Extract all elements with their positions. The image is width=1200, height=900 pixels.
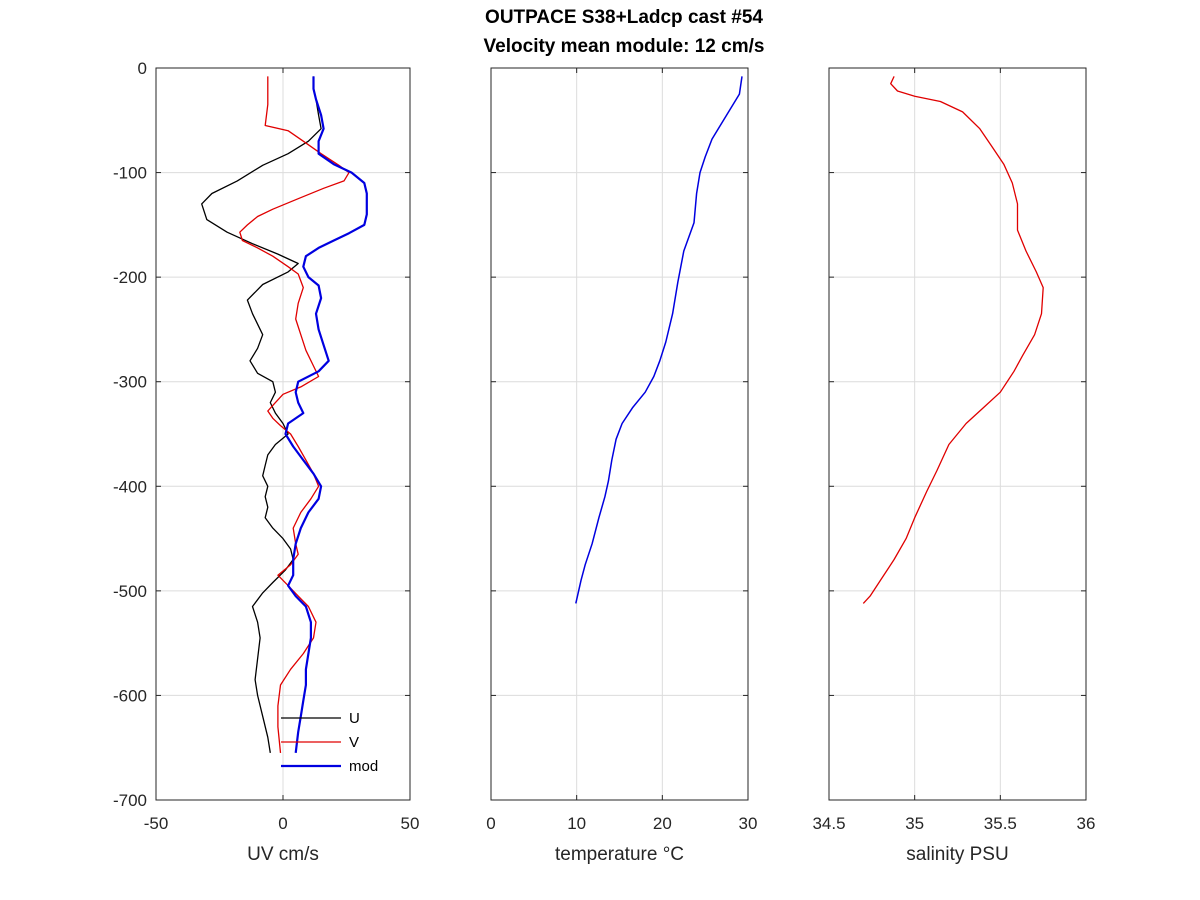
legend-label-u: U — [349, 710, 360, 727]
uv-y-tick-label-4: -400 — [113, 477, 147, 496]
uv-x-tick-label-0: -50 — [144, 814, 169, 833]
uv-y-tick-label-5: -500 — [113, 582, 147, 601]
uv-series-mod-line — [284, 76, 368, 754]
figure-title-line1: OUTPACE S38+Ladcp cast #54 — [485, 7, 763, 28]
temp-axes-box — [490, 67, 749, 801]
salinity-panel: 34.5 35 35.5 36 salinity PSU — [812, 67, 1096, 865]
temp-x-tick-label-0: 0 — [486, 814, 495, 833]
uv-x-tick-label-2: 50 — [401, 814, 420, 833]
temp-x-tick-label-1: 10 — [567, 814, 586, 833]
temp-x-tick-label-2: 20 — [653, 814, 672, 833]
uv-series-u-line — [201, 76, 322, 754]
sal-x-axis-label: salinity PSU — [906, 844, 1008, 865]
uv-y-tick-label-1: -100 — [113, 164, 147, 183]
uv-x-tick-label-1: 0 — [278, 814, 287, 833]
uv-y-tick-label-2: -200 — [113, 268, 147, 287]
sal-x-tick-label-3: 36 — [1077, 814, 1096, 833]
legend-label-mod: mod — [349, 758, 378, 775]
sal-series-0-line — [862, 76, 1044, 604]
temp-x-axis-label: temperature °C — [555, 844, 684, 865]
uv-y-tick-label-7: -700 — [113, 791, 147, 810]
sal-x-tick-label-1: 35 — [905, 814, 924, 833]
sal-x-tick-label-2: 35.5 — [984, 814, 1017, 833]
uv-y-tick-label-0: 0 — [138, 59, 147, 78]
temperature-panel: 0 10 20 30 temperature °C — [486, 67, 758, 865]
temp-series-0-line — [575, 76, 743, 604]
sal-axes-box — [828, 67, 1087, 801]
temp-x-tick-label-3: 30 — [739, 814, 758, 833]
sal-x-tick-label-0: 34.5 — [812, 814, 845, 833]
figure-title-line2: Velocity mean module: 12 cm/s — [484, 36, 765, 57]
uv-y-tick-label-3: -300 — [113, 373, 147, 392]
legend-label-v: V — [349, 734, 359, 751]
uv-series-v-line — [239, 76, 350, 753]
uv-x-axis-label: UV cm/s — [247, 844, 319, 865]
uv-y-tick-label-6: -600 — [113, 686, 147, 705]
